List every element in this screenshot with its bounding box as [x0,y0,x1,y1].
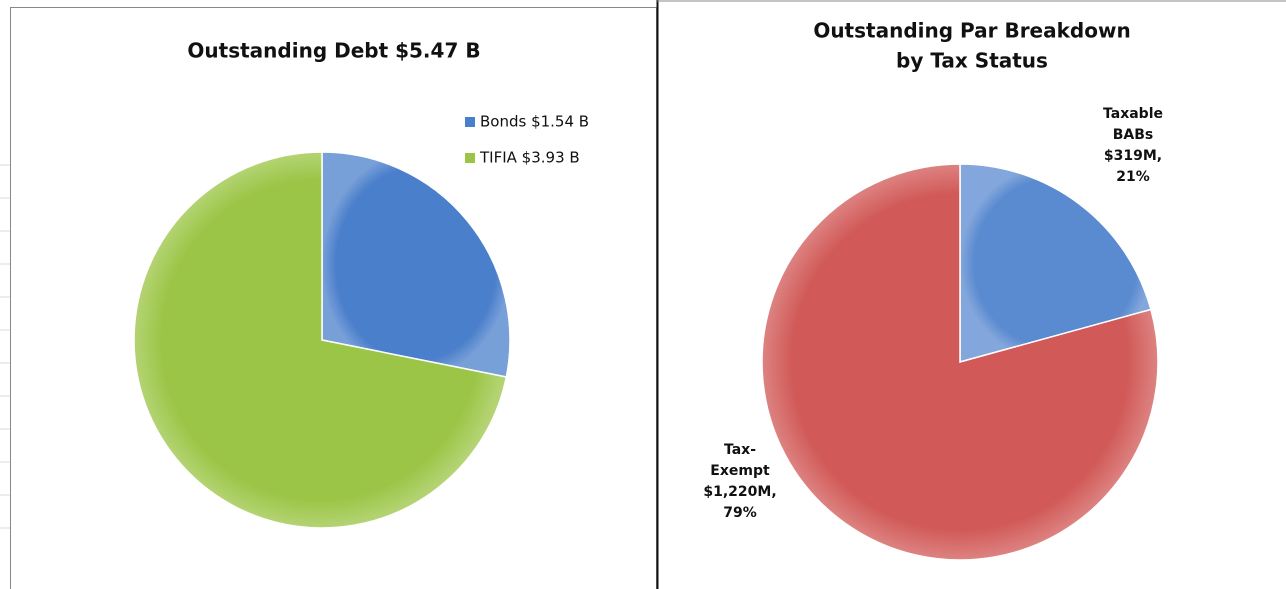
pie-slice [959,163,1152,363]
data-label-value: $1,220M, 79% [703,484,777,521]
pie-slice [761,163,1159,561]
legend-swatch [465,117,475,127]
data-label-category: Taxable BABs [1103,106,1163,143]
pie-slice [133,151,508,529]
sheet-grid [0,164,10,529]
legend-swatch [465,153,475,163]
legend-label: TIFIA $3.93 B [479,149,580,167]
chart-title: by Tax Status [896,49,1048,73]
chart-title: Outstanding Debt $5.47 B [187,39,480,63]
data-label-value: $319M, 21% [1103,148,1163,185]
pie-slice [321,151,511,378]
chart-title: Outstanding Par Breakdown [813,19,1130,43]
legend-label: Bonds $1.54 B [480,113,589,131]
data-label-category: Tax-Exempt [710,442,770,479]
